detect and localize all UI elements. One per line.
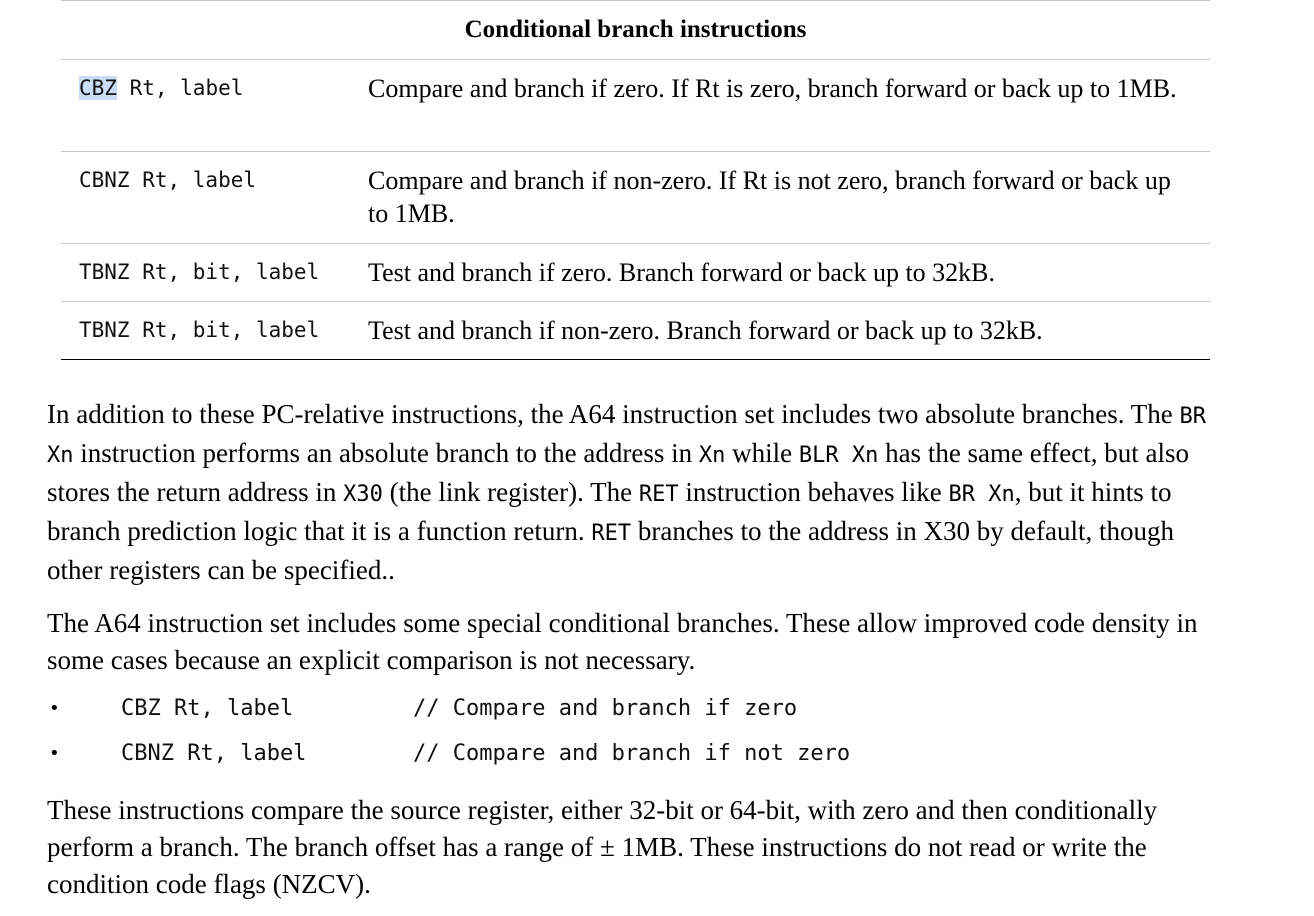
table-row: TBNZ Rt, bit, label Test and branch if z…: [61, 244, 1210, 302]
absolute-branch-paragraph: In addition to these PC-relative instruc…: [47, 396, 1227, 589]
instruction-syntax: TBNZ Rt, bit, label: [79, 318, 320, 342]
inline-code: BLR Xn: [798, 443, 879, 468]
bullet-marker: •: [49, 698, 60, 719]
table-row: CBZ Rt, label Compare and branch if zero…: [61, 60, 1210, 152]
text-run: while: [725, 438, 799, 468]
text-run: (the link register). The: [382, 477, 639, 507]
text-run: has the same effect, but also stores the…: [47, 438, 1189, 507]
instruction-description: Test and branch if non-zero. Branch forw…: [368, 316, 1043, 345]
instruction-syntax: CBNZ Rt, label: [79, 168, 257, 192]
instruction-syntax: CBZ Rt, label: [61, 60, 368, 151]
inline-code: X30: [343, 482, 383, 507]
compare-branch-paragraph: These instructions compare the source re…: [47, 795, 1158, 899]
table-row: CBNZ Rt, label Compare and branch if non…: [61, 152, 1210, 244]
text-run: instruction behaves like: [678, 477, 949, 507]
list-item: • CBNZ Rt, label // Compare and branch i…: [47, 731, 1047, 776]
inline-code: BR Xn: [948, 482, 1015, 507]
inline-code: BR Xn: [47, 404, 1207, 468]
text-run: In addition to these PC-relative instruc…: [47, 399, 1180, 429]
text-run: branches to the address in X30 by defaul…: [47, 516, 1174, 585]
instruction-description: Compare and branch if non-zero. If Rt is…: [368, 166, 1171, 228]
code-instruction: CBZ Rt, label: [121, 696, 294, 721]
inline-code: RET: [591, 521, 632, 546]
text-run: instruction performs an absolute branch …: [73, 438, 699, 468]
text-run: , but it hints to branch prediction logi…: [47, 477, 1172, 546]
code-comment: // Compare and branch if not zero: [413, 741, 851, 766]
instruction-description: Compare and branch if zero. If Rt is zer…: [368, 74, 1177, 103]
bullet-marker: •: [49, 743, 60, 764]
inline-code: RET: [638, 482, 679, 507]
highlighted-text[interactable]: CBZ: [79, 76, 117, 100]
instruction-description: Test and branch if zero. Branch forward …: [368, 258, 996, 287]
table-caption: Conditional branch instructions: [61, 1, 1210, 60]
list-item: • CBZ Rt, label // Compare and branch if…: [47, 686, 1047, 731]
table-top-rule: [61, 0, 1210, 1]
bullet-list: • CBZ Rt, label // Compare and branch if…: [47, 686, 1047, 776]
code-comment: // Compare and branch if zero: [413, 696, 798, 721]
branch-instructions-table: Conditional branch instructions CBZ Rt, …: [61, 0, 1210, 360]
instruction-operands: Rt, label: [116, 76, 244, 100]
special-branches-paragraph: The A64 instruction set includes some sp…: [47, 608, 1198, 675]
code-instruction: CBNZ Rt, label: [121, 741, 307, 766]
inline-code: Xn: [698, 443, 726, 468]
instruction-syntax: TBNZ Rt, bit, label: [79, 260, 320, 284]
table-row: TBNZ Rt, bit, label Test and branch if n…: [61, 302, 1210, 360]
